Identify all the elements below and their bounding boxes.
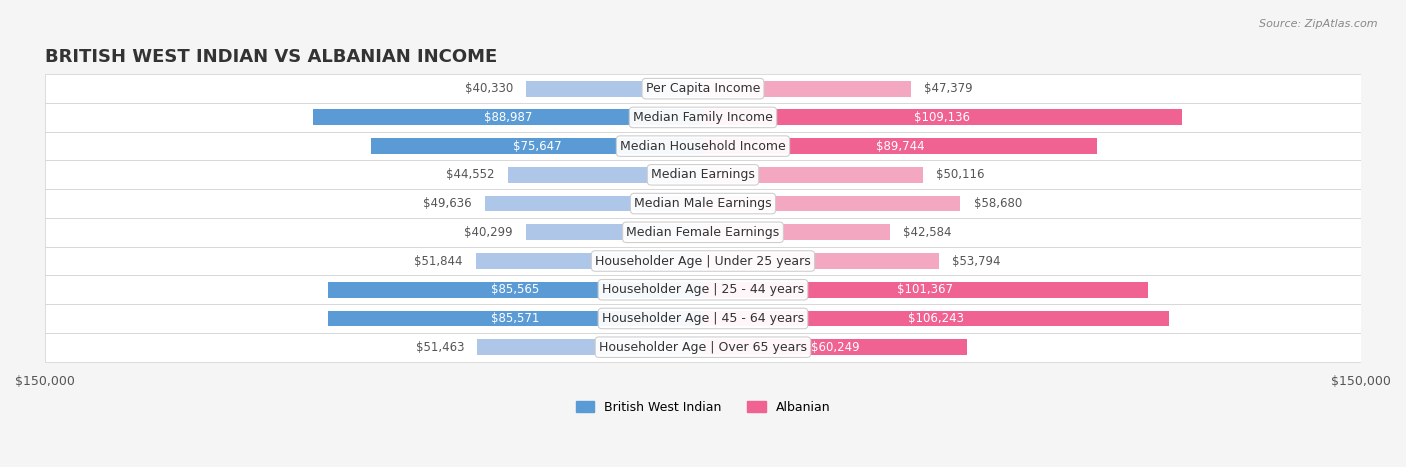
Text: $109,136: $109,136 bbox=[914, 111, 970, 124]
FancyBboxPatch shape bbox=[45, 189, 1361, 218]
Bar bbox=[485, 196, 703, 212]
Text: Per Capita Income: Per Capita Income bbox=[645, 82, 761, 95]
Text: Median Male Earnings: Median Male Earnings bbox=[634, 197, 772, 210]
Text: $44,552: $44,552 bbox=[446, 168, 495, 181]
Bar bbox=[703, 340, 967, 355]
Text: $50,116: $50,116 bbox=[936, 168, 984, 181]
FancyBboxPatch shape bbox=[45, 103, 1361, 132]
Bar bbox=[703, 196, 960, 212]
Text: $60,249: $60,249 bbox=[811, 341, 859, 354]
Bar bbox=[703, 109, 1182, 125]
Bar bbox=[703, 311, 1170, 326]
Bar bbox=[703, 81, 911, 97]
Text: $75,647: $75,647 bbox=[513, 140, 561, 153]
FancyBboxPatch shape bbox=[45, 161, 1361, 189]
Text: $89,744: $89,744 bbox=[876, 140, 924, 153]
Text: $51,844: $51,844 bbox=[413, 255, 463, 268]
Text: $58,680: $58,680 bbox=[973, 197, 1022, 210]
Bar bbox=[371, 138, 703, 154]
Text: $85,571: $85,571 bbox=[491, 312, 540, 325]
Bar bbox=[328, 311, 703, 326]
FancyBboxPatch shape bbox=[45, 74, 1361, 103]
Text: $106,243: $106,243 bbox=[908, 312, 965, 325]
Bar bbox=[703, 253, 939, 269]
Bar bbox=[508, 167, 703, 183]
Bar bbox=[703, 225, 890, 240]
Bar bbox=[477, 340, 703, 355]
Bar bbox=[328, 282, 703, 297]
Text: $40,330: $40,330 bbox=[464, 82, 513, 95]
Text: $51,463: $51,463 bbox=[416, 341, 464, 354]
Text: $42,584: $42,584 bbox=[903, 226, 952, 239]
FancyBboxPatch shape bbox=[45, 247, 1361, 276]
Text: $40,299: $40,299 bbox=[464, 226, 513, 239]
Text: $49,636: $49,636 bbox=[423, 197, 472, 210]
Text: Householder Age | 45 - 64 years: Householder Age | 45 - 64 years bbox=[602, 312, 804, 325]
Bar bbox=[526, 225, 703, 240]
Text: Median Female Earnings: Median Female Earnings bbox=[627, 226, 779, 239]
Bar bbox=[703, 282, 1147, 297]
Text: Median Household Income: Median Household Income bbox=[620, 140, 786, 153]
Text: $47,379: $47,379 bbox=[924, 82, 973, 95]
Text: $101,367: $101,367 bbox=[897, 283, 953, 296]
FancyBboxPatch shape bbox=[45, 304, 1361, 333]
FancyBboxPatch shape bbox=[45, 132, 1361, 161]
Bar bbox=[703, 167, 922, 183]
Text: $53,794: $53,794 bbox=[952, 255, 1001, 268]
Text: Median Earnings: Median Earnings bbox=[651, 168, 755, 181]
Bar bbox=[312, 109, 703, 125]
FancyBboxPatch shape bbox=[45, 218, 1361, 247]
Bar bbox=[475, 253, 703, 269]
Bar bbox=[526, 81, 703, 97]
Text: BRITISH WEST INDIAN VS ALBANIAN INCOME: BRITISH WEST INDIAN VS ALBANIAN INCOME bbox=[45, 48, 498, 66]
Text: Source: ZipAtlas.com: Source: ZipAtlas.com bbox=[1260, 19, 1378, 28]
Legend: British West Indian, Albanian: British West Indian, Albanian bbox=[571, 396, 835, 419]
Bar bbox=[703, 138, 1097, 154]
Text: $85,565: $85,565 bbox=[491, 283, 540, 296]
FancyBboxPatch shape bbox=[45, 276, 1361, 304]
Text: $88,987: $88,987 bbox=[484, 111, 531, 124]
FancyBboxPatch shape bbox=[45, 333, 1361, 361]
Text: Householder Age | Under 25 years: Householder Age | Under 25 years bbox=[595, 255, 811, 268]
Text: Householder Age | 25 - 44 years: Householder Age | 25 - 44 years bbox=[602, 283, 804, 296]
Text: Householder Age | Over 65 years: Householder Age | Over 65 years bbox=[599, 341, 807, 354]
Text: Median Family Income: Median Family Income bbox=[633, 111, 773, 124]
